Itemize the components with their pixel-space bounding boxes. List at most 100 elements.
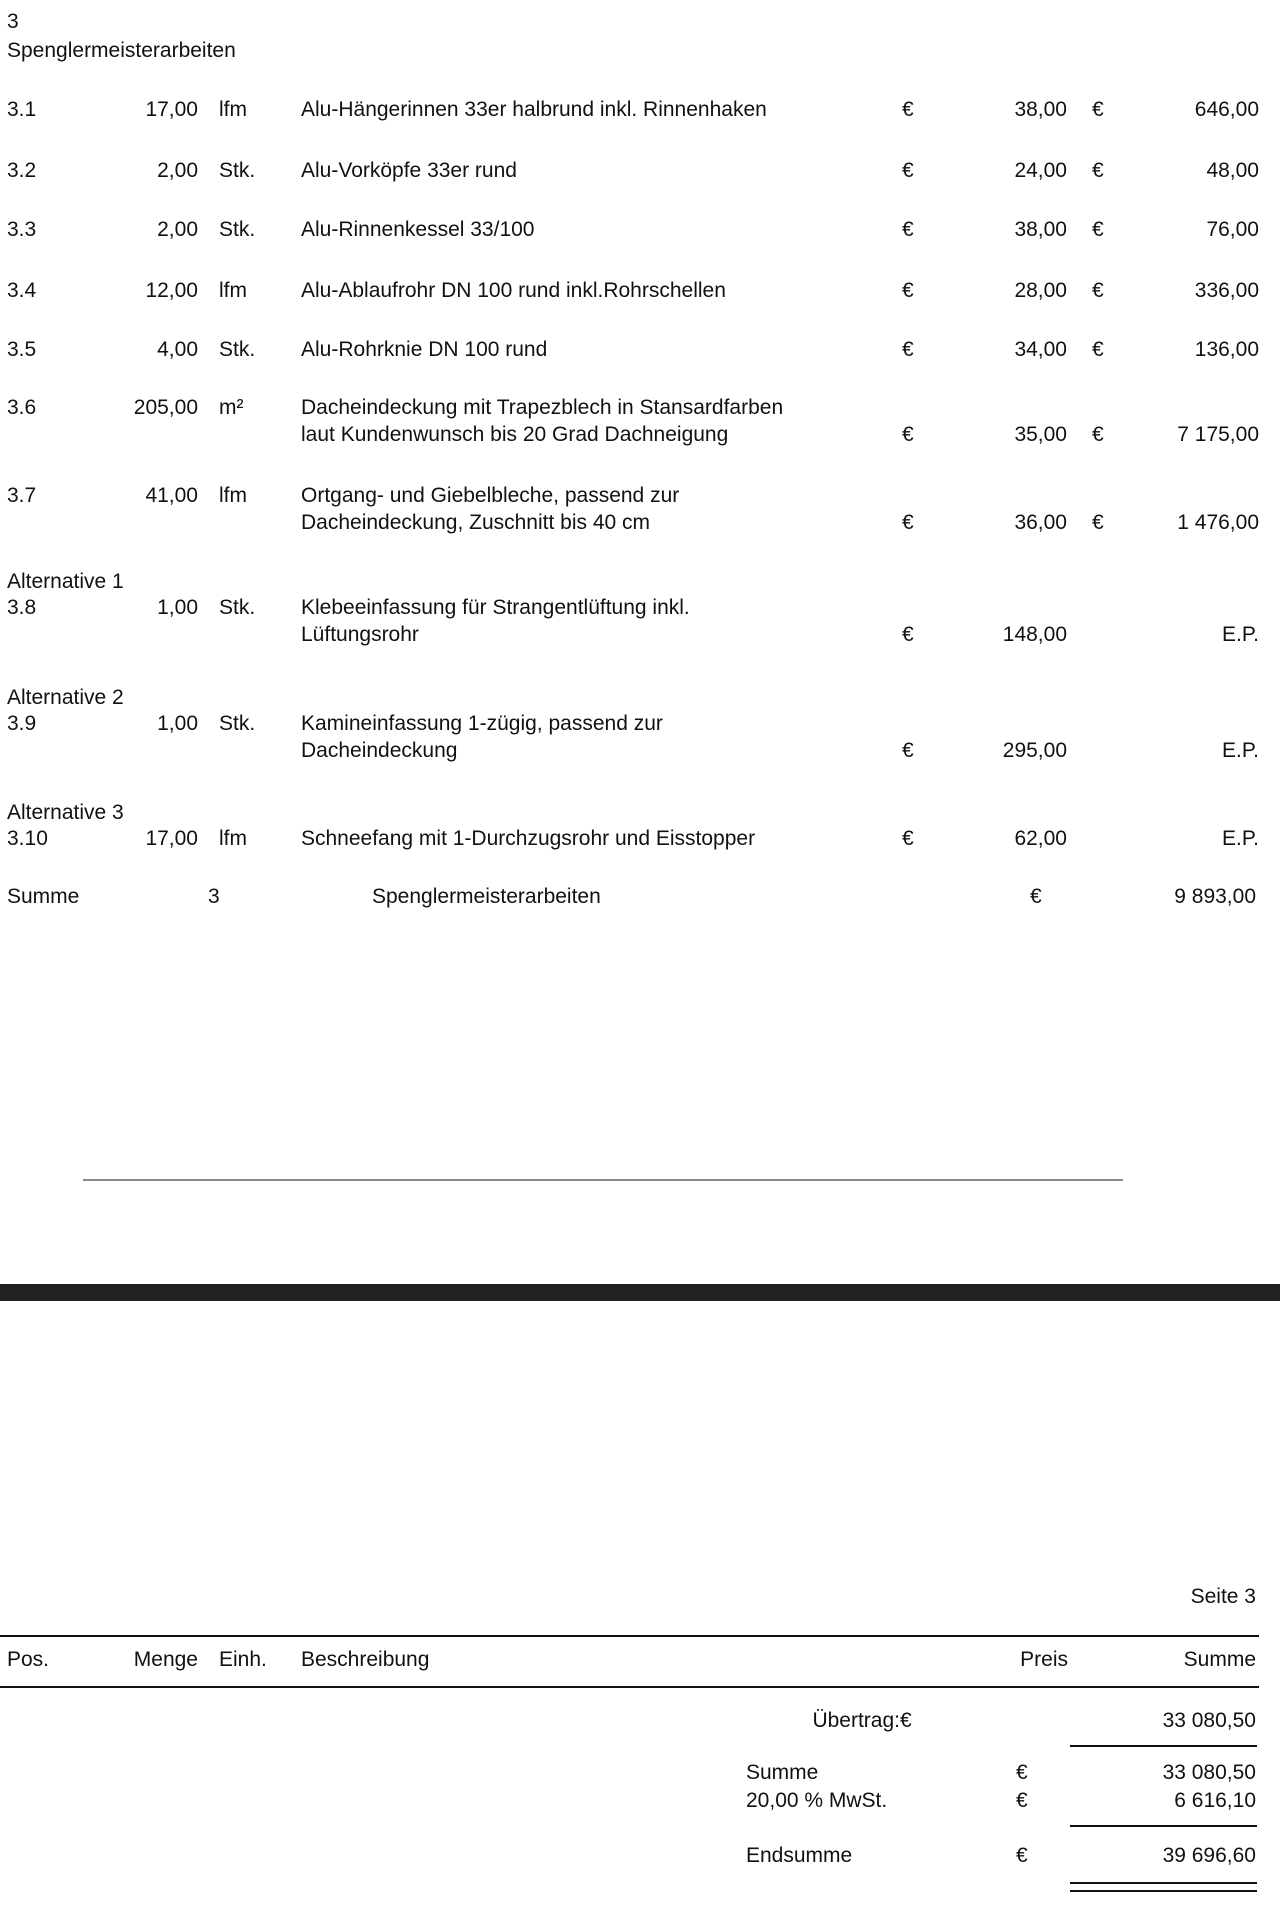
item-description: Lüftungsrohr bbox=[301, 623, 419, 646]
rule bbox=[1070, 1825, 1257, 1827]
section-sum-title: Spenglermeisterarbeiten bbox=[372, 885, 601, 908]
currency: € bbox=[900, 1709, 912, 1732]
item-description: Alu-Rinnenkessel 33/100 bbox=[301, 218, 535, 241]
header-desc: Beschreibung bbox=[301, 1648, 430, 1671]
item-total: 1 476,00 bbox=[1177, 511, 1259, 534]
item-qty: 17,00 bbox=[145, 827, 198, 850]
item-total: E.P. bbox=[1222, 827, 1259, 850]
item-price: 62,00 bbox=[1014, 827, 1067, 850]
item-qty: 2,00 bbox=[157, 218, 198, 241]
item-qty: 1,00 bbox=[157, 596, 198, 619]
double-rule-top bbox=[1070, 1882, 1257, 1884]
alternative-label: Alternative 1 bbox=[7, 570, 124, 593]
item-qty: 12,00 bbox=[145, 279, 198, 302]
item-price: 38,00 bbox=[1014, 218, 1067, 241]
currency: € bbox=[902, 423, 914, 446]
rule bbox=[1070, 1745, 1257, 1747]
item-total: 136,00 bbox=[1194, 338, 1259, 361]
item-qty: 2,00 bbox=[157, 159, 198, 182]
sum-label: Summe bbox=[746, 1761, 819, 1784]
currency: € bbox=[1092, 218, 1104, 241]
currency: € bbox=[1016, 1761, 1028, 1784]
currency: € bbox=[1092, 159, 1104, 182]
currency: € bbox=[1092, 279, 1104, 302]
item-description: Ortgang- und Giebelbleche, passend zur bbox=[301, 484, 680, 507]
header-price: Preis bbox=[1020, 1648, 1068, 1671]
carry-value: 33 080,50 bbox=[1162, 1709, 1256, 1732]
section-sum-number: 3 bbox=[208, 885, 220, 908]
item-unit: lfm bbox=[219, 98, 247, 121]
item-description: Alu-Rohrknie DN 100 rund bbox=[301, 338, 548, 361]
currency: € bbox=[1016, 1844, 1028, 1867]
divider bbox=[83, 1179, 1123, 1181]
item-price: 38,00 bbox=[1014, 98, 1067, 121]
carry-label: Übertrag: bbox=[812, 1709, 900, 1732]
item-price: 34,00 bbox=[1014, 338, 1067, 361]
item-unit: Stk. bbox=[219, 218, 256, 241]
currency: € bbox=[902, 218, 914, 241]
page-break bbox=[0, 1284, 1280, 1301]
item-description: Dacheindeckung bbox=[301, 739, 458, 762]
section-title: Spenglermeisterarbeiten bbox=[7, 39, 236, 62]
header-top-rule bbox=[0, 1635, 1259, 1637]
alternative-label: Alternative 2 bbox=[7, 686, 124, 709]
item-pos: 3.2 bbox=[7, 159, 37, 182]
item-description: Dacheindeckung mit Trapezblech in Stansa… bbox=[301, 396, 784, 419]
item-description: Alu-Hängerinnen 33er halbrund inkl. Rinn… bbox=[301, 98, 767, 121]
item-qty: 205,00 bbox=[133, 396, 198, 419]
final-value: 39 696,60 bbox=[1162, 1844, 1256, 1867]
currency: € bbox=[902, 279, 914, 302]
item-price: 295,00 bbox=[1002, 739, 1067, 762]
item-unit: m² bbox=[219, 396, 244, 419]
item-pos: 3.3 bbox=[7, 218, 37, 241]
item-qty: 1,00 bbox=[157, 712, 198, 735]
currency: € bbox=[1092, 98, 1104, 121]
currency: € bbox=[902, 98, 914, 121]
currency: € bbox=[902, 159, 914, 182]
item-total: 646,00 bbox=[1194, 98, 1259, 121]
vat-label: 20,00 % MwSt. bbox=[746, 1789, 888, 1812]
item-total: 48,00 bbox=[1206, 159, 1259, 182]
item-pos: 3.6 bbox=[7, 396, 37, 419]
item-total: 76,00 bbox=[1206, 218, 1259, 241]
item-pos: 3.5 bbox=[7, 338, 37, 361]
item-qty: 41,00 bbox=[145, 484, 198, 507]
currency: € bbox=[902, 338, 914, 361]
item-unit: lfm bbox=[219, 484, 247, 507]
section-sum-total: 9 893,00 bbox=[1174, 885, 1256, 908]
section-number: 3 bbox=[7, 10, 19, 33]
item-description: Alu-Ablaufrohr DN 100 rund inkl.Rohrsche… bbox=[301, 279, 726, 302]
section-sum-label: Summe bbox=[7, 885, 80, 908]
item-total: 7 175,00 bbox=[1177, 423, 1259, 446]
item-price: 28,00 bbox=[1014, 279, 1067, 302]
header-qty: Menge bbox=[133, 1648, 198, 1671]
header-total: Summe bbox=[1183, 1648, 1256, 1671]
sum-value: 33 080,50 bbox=[1162, 1761, 1256, 1784]
item-pos: 3.9 bbox=[7, 712, 37, 735]
item-pos: 3.7 bbox=[7, 484, 37, 507]
currency: € bbox=[1030, 885, 1042, 908]
item-description: laut Kundenwunsch bis 20 Grad Dachneigun… bbox=[301, 423, 729, 446]
item-qty: 4,00 bbox=[157, 338, 198, 361]
currency: € bbox=[902, 623, 914, 646]
final-label: Endsumme bbox=[746, 1844, 853, 1867]
item-unit: Stk. bbox=[219, 338, 256, 361]
item-total: 336,00 bbox=[1194, 279, 1259, 302]
vat-value: 6 616,10 bbox=[1174, 1789, 1256, 1812]
item-price: 35,00 bbox=[1014, 423, 1067, 446]
item-pos: 3.1 bbox=[7, 98, 37, 121]
item-unit: Stk. bbox=[219, 596, 256, 619]
item-description: Kamineinfassung 1-zügig, passend zur bbox=[301, 712, 663, 735]
currency: € bbox=[902, 739, 914, 762]
item-unit: Stk. bbox=[219, 159, 256, 182]
header-bottom-rule bbox=[0, 1686, 1259, 1688]
item-description: Klebeeinfassung für Strangentlüftung ink… bbox=[301, 596, 690, 619]
alternative-label: Alternative 3 bbox=[7, 801, 124, 824]
item-unit: Stk. bbox=[219, 712, 256, 735]
double-rule-bottom bbox=[1070, 1890, 1257, 1892]
item-qty: 17,00 bbox=[145, 98, 198, 121]
item-description: Alu-Vorköpfe 33er rund bbox=[301, 159, 517, 182]
currency: € bbox=[902, 827, 914, 850]
item-total: E.P. bbox=[1222, 739, 1259, 762]
item-total: E.P. bbox=[1222, 623, 1259, 646]
